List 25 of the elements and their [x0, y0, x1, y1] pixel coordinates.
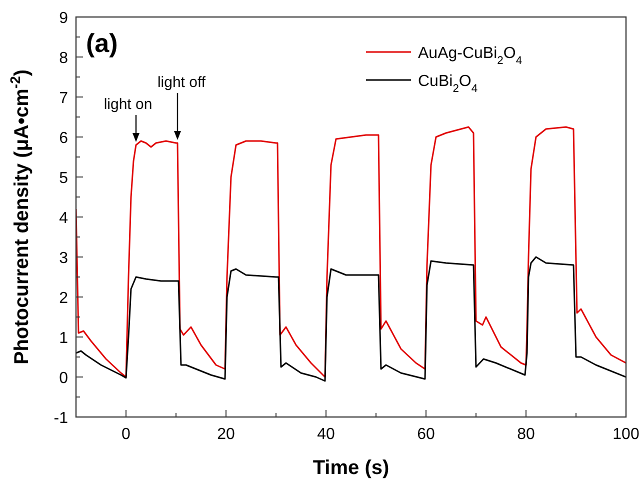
- y-tick-label: 6: [59, 130, 68, 147]
- y-tick-label: 4: [59, 210, 68, 227]
- x-tick-label: 100: [612, 426, 639, 443]
- y-tick-label: 7: [59, 90, 68, 107]
- line-series: [76, 126, 626, 378]
- y-tick-label: 8: [59, 50, 68, 67]
- y-tick-label: -1: [54, 410, 68, 427]
- y-tick-label: 1: [59, 330, 68, 347]
- x-tick-label: 40: [317, 426, 335, 443]
- x-tick-label: 20: [217, 426, 235, 443]
- line-series: [76, 256, 626, 382]
- annotation: (a): [86, 28, 118, 58]
- y-tick-label: 2: [59, 290, 68, 307]
- annotation: light on: [104, 96, 152, 113]
- x-axis-title: Time (s): [312, 457, 390, 479]
- y-tick-label: 5: [59, 170, 68, 187]
- x-tick-label: 0: [122, 426, 131, 443]
- legend-label: CuBi$_{2}$O$_{4}$: [418, 73, 478, 95]
- y-tick-label: 9: [59, 10, 68, 27]
- legend-label: AuAg-CuBi$_{2}$O$_{4}$: [418, 45, 522, 67]
- annotation: light off: [157, 74, 206, 91]
- x-tick-label: 60: [417, 426, 435, 443]
- y-tick-label: 3: [59, 250, 68, 267]
- y-tick-label: 0: [59, 370, 68, 387]
- x-tick-label: 80: [517, 426, 535, 443]
